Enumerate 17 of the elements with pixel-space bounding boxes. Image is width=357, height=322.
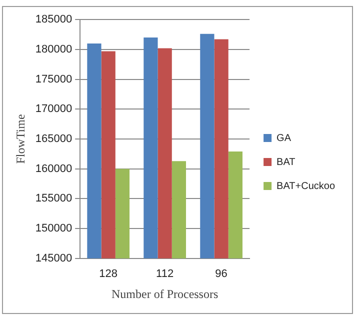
y-axis-title: FlowTime (13, 114, 28, 164)
y-tick-label: 155000 (35, 192, 72, 205)
x-axis-title: Number of Processors (112, 286, 218, 301)
x-tick-label: 96 (215, 268, 228, 280)
legend-label: BAT (276, 156, 296, 168)
y-tick-label: 150000 (35, 222, 72, 235)
y-tick-label: 165000 (35, 133, 72, 146)
y-tick-label: 145000 (35, 252, 72, 264)
y-tick-label: 160000 (35, 162, 72, 175)
x-tick-label: 112 (156, 268, 174, 280)
y-tick-label: 185000 (35, 14, 72, 26)
legend-label: GA (276, 132, 292, 144)
y-tick-label: 175000 (35, 73, 72, 86)
y-tick-label: 180000 (35, 43, 72, 56)
x-tick-label: 128 (99, 268, 118, 280)
y-tick-label: 170000 (35, 103, 72, 116)
legend-label: BAT+Cuckoo (276, 180, 336, 192)
